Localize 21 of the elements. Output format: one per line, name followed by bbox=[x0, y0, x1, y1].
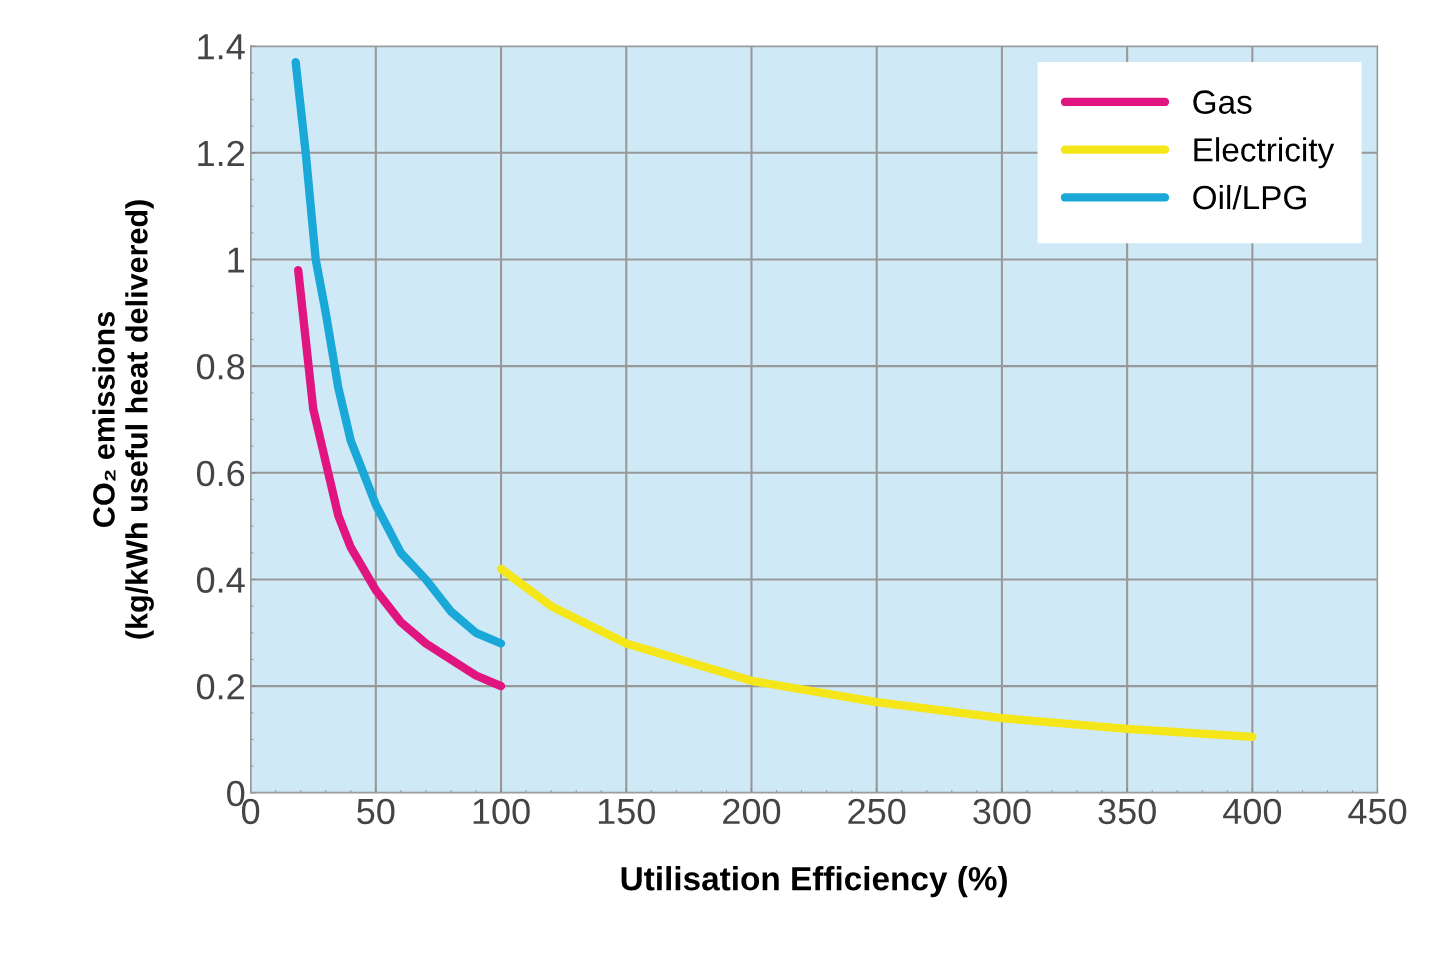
y-tick-label: 0.6 bbox=[196, 460, 245, 487]
y-tick-label: 0.4 bbox=[196, 567, 245, 593]
legend-label: Oil/LPG bbox=[1193, 184, 1306, 210]
x-tick-label: 400 bbox=[1223, 798, 1282, 825]
x-tick-label: 50 bbox=[357, 798, 395, 825]
x-tick-label: 350 bbox=[1098, 798, 1156, 825]
x-tick-label: 150 bbox=[598, 798, 655, 825]
legend-label: Electricity bbox=[1194, 137, 1335, 169]
x-axis-title: Utilisation Efficiency (%) bbox=[621, 866, 1007, 898]
y-axis-title: CO₂ emissions (kg/kWh useful heat delivered) bbox=[92, 200, 154, 639]
y-tick-label: 1.2 bbox=[198, 140, 244, 166]
y-tick-label: 0.8 bbox=[196, 354, 245, 380]
legend-label: Gas bbox=[1193, 90, 1252, 114]
y-tick-label: 1 bbox=[228, 247, 244, 273]
x-tick-label: 450 bbox=[1348, 798, 1407, 825]
x-tick-label: 250 bbox=[848, 798, 906, 825]
x-tick-label: 200 bbox=[723, 798, 781, 825]
y-tick-label: 0.2 bbox=[196, 674, 244, 700]
x-tick-label: 300 bbox=[973, 798, 1031, 825]
x-tick-label: 100 bbox=[473, 798, 530, 825]
y-tick-label: 1.4 bbox=[198, 34, 245, 60]
